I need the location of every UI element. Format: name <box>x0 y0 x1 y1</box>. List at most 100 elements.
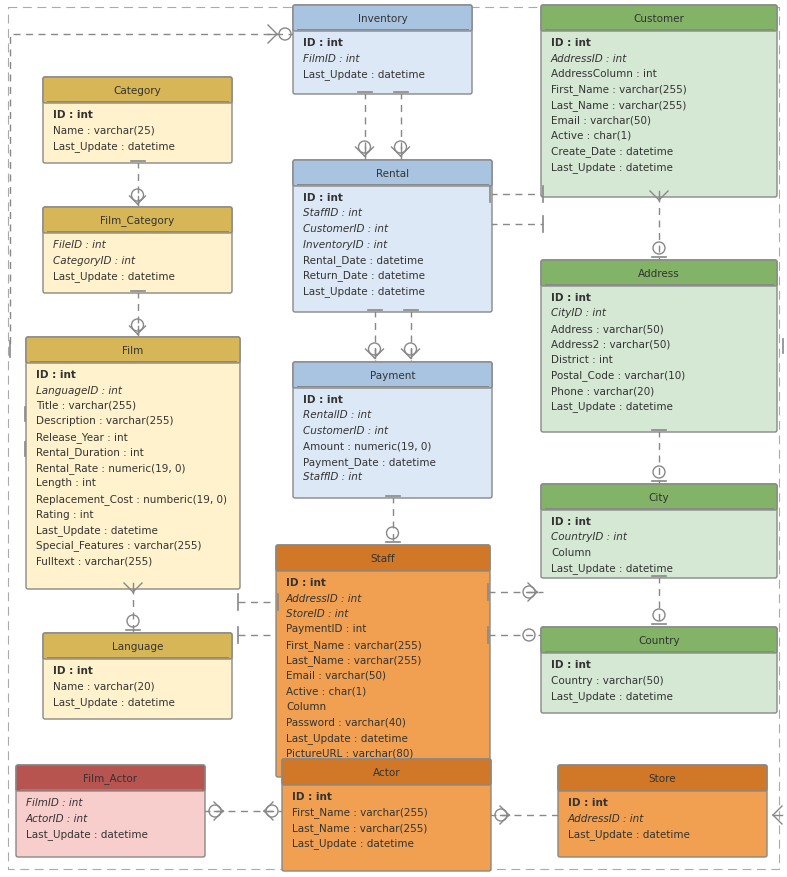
Text: ID : int: ID : int <box>551 38 591 48</box>
FancyBboxPatch shape <box>541 6 777 198</box>
FancyBboxPatch shape <box>282 759 491 871</box>
FancyBboxPatch shape <box>293 160 492 187</box>
Text: First_Name : varchar(255): First_Name : varchar(255) <box>286 639 422 650</box>
Text: Last_Update : datetime: Last_Update : datetime <box>303 286 425 296</box>
Text: Last_Update : datetime: Last_Update : datetime <box>568 828 690 839</box>
Text: Last_Update : datetime: Last_Update : datetime <box>551 162 673 173</box>
FancyBboxPatch shape <box>293 362 492 498</box>
FancyBboxPatch shape <box>541 484 777 510</box>
Text: StaffID : int: StaffID : int <box>303 208 362 218</box>
Text: Address2 : varchar(50): Address2 : varchar(50) <box>551 339 671 349</box>
Text: Address : varchar(50): Address : varchar(50) <box>551 324 663 333</box>
Text: Last_Update : datetime: Last_Update : datetime <box>53 271 175 282</box>
Text: Replacement_Cost : numberic(19, 0): Replacement_Cost : numberic(19, 0) <box>36 494 227 504</box>
Text: Actor: Actor <box>373 767 401 777</box>
Text: PictureURL : varchar(80): PictureURL : varchar(80) <box>286 748 413 758</box>
Text: PaymentID : int: PaymentID : int <box>286 624 367 634</box>
Text: ID : int: ID : int <box>551 293 591 303</box>
FancyBboxPatch shape <box>16 765 205 857</box>
Text: ID : int: ID : int <box>286 577 326 588</box>
FancyBboxPatch shape <box>43 633 232 719</box>
FancyBboxPatch shape <box>43 633 232 660</box>
FancyBboxPatch shape <box>43 78 232 103</box>
Text: Rental_Rate : numeric(19, 0): Rental_Rate : numeric(19, 0) <box>36 462 186 474</box>
Text: Column: Column <box>286 702 326 711</box>
Text: Create_Date : datetime: Create_Date : datetime <box>551 146 673 157</box>
Text: AddressColumn : int: AddressColumn : int <box>551 69 656 79</box>
Text: Title : varchar(255): Title : varchar(255) <box>36 401 136 410</box>
Text: ID : int: ID : int <box>303 395 343 404</box>
Text: Store: Store <box>648 774 676 783</box>
FancyBboxPatch shape <box>293 362 492 389</box>
Text: FilmID : int: FilmID : int <box>26 797 83 807</box>
Text: CountryID : int: CountryID : int <box>551 531 627 542</box>
Text: Email : varchar(50): Email : varchar(50) <box>551 116 651 125</box>
Text: Last_Name : varchar(255): Last_Name : varchar(255) <box>551 100 686 111</box>
Text: CityID : int: CityID : int <box>551 308 606 318</box>
Text: AddressID : int: AddressID : int <box>568 813 645 823</box>
Text: Description : varchar(255): Description : varchar(255) <box>36 416 173 426</box>
Text: Last_Update : datetime: Last_Update : datetime <box>26 828 148 839</box>
Text: CategoryID : int: CategoryID : int <box>53 255 135 265</box>
Text: FileID : int: FileID : int <box>53 239 105 250</box>
Text: ID : int: ID : int <box>551 517 591 526</box>
Text: Phone : varchar(20): Phone : varchar(20) <box>551 386 654 396</box>
Text: Length : int: Length : int <box>36 478 96 488</box>
Text: ActorID : int: ActorID : int <box>26 813 88 823</box>
Text: Rating : int: Rating : int <box>36 509 94 519</box>
Text: Return_Date : datetime: Return_Date : datetime <box>303 270 425 282</box>
Text: Last_Update : datetime: Last_Update : datetime <box>53 696 175 707</box>
Text: Film: Film <box>122 346 143 355</box>
Text: Amount : numeric(19, 0): Amount : numeric(19, 0) <box>303 441 431 451</box>
Text: Last_Update : datetime: Last_Update : datetime <box>303 69 425 80</box>
FancyBboxPatch shape <box>276 545 490 571</box>
Text: AddressID : int: AddressID : int <box>286 593 362 602</box>
Text: Last_Update : datetime: Last_Update : datetime <box>551 690 673 701</box>
Text: StaffID : int: StaffID : int <box>303 472 362 482</box>
FancyBboxPatch shape <box>293 6 472 95</box>
Text: Last_Update : datetime: Last_Update : datetime <box>292 838 414 848</box>
Text: StoreID : int: StoreID : int <box>286 609 349 618</box>
Text: Email : varchar(50): Email : varchar(50) <box>286 670 386 681</box>
Text: InventoryID : int: InventoryID : int <box>303 239 387 249</box>
Text: Rental_Date : datetime: Rental_Date : datetime <box>303 254 423 266</box>
FancyBboxPatch shape <box>541 6 777 32</box>
FancyBboxPatch shape <box>558 765 767 791</box>
Text: Last_Update : datetime: Last_Update : datetime <box>286 732 408 743</box>
Text: First_Name : varchar(255): First_Name : varchar(255) <box>292 807 428 817</box>
Text: Category: Category <box>113 86 161 96</box>
Text: Address: Address <box>638 268 680 279</box>
Text: RentalID : int: RentalID : int <box>303 410 371 420</box>
FancyBboxPatch shape <box>43 208 232 294</box>
Text: Film_Actor: Film_Actor <box>83 773 138 783</box>
Text: ID : int: ID : int <box>303 193 343 203</box>
Text: Active : char(1): Active : char(1) <box>286 686 366 695</box>
Text: Active : char(1): Active : char(1) <box>551 131 631 141</box>
FancyBboxPatch shape <box>43 78 232 164</box>
Text: Country: Country <box>638 635 680 645</box>
FancyBboxPatch shape <box>558 765 767 857</box>
Text: CustomerID : int: CustomerID : int <box>303 425 388 436</box>
Text: Customer: Customer <box>634 14 685 24</box>
FancyBboxPatch shape <box>282 759 491 785</box>
FancyBboxPatch shape <box>541 260 777 432</box>
Text: Password : varchar(40): Password : varchar(40) <box>286 717 406 727</box>
Text: Last_Update : datetime: Last_Update : datetime <box>551 563 673 574</box>
Text: Staff: Staff <box>371 553 395 563</box>
Text: First_Name : varchar(255): First_Name : varchar(255) <box>551 84 687 96</box>
FancyBboxPatch shape <box>16 765 205 791</box>
FancyBboxPatch shape <box>541 627 777 713</box>
Text: LanguageID : int: LanguageID : int <box>36 385 122 395</box>
Text: Release_Year : int: Release_Year : int <box>36 431 127 442</box>
Text: ID : int: ID : int <box>568 797 608 807</box>
Text: Country : varchar(50): Country : varchar(50) <box>551 674 663 685</box>
Text: ID : int: ID : int <box>551 660 591 669</box>
Text: Rental_Duration : int: Rental_Duration : int <box>36 447 144 458</box>
Text: Payment_Date : datetime: Payment_Date : datetime <box>303 457 436 467</box>
FancyBboxPatch shape <box>541 260 777 287</box>
FancyBboxPatch shape <box>26 338 240 364</box>
Text: Last_Update : datetime: Last_Update : datetime <box>36 524 158 535</box>
FancyBboxPatch shape <box>293 6 472 32</box>
Text: Special_Features : varchar(255): Special_Features : varchar(255) <box>36 540 201 551</box>
Text: Rental: Rental <box>376 168 409 179</box>
